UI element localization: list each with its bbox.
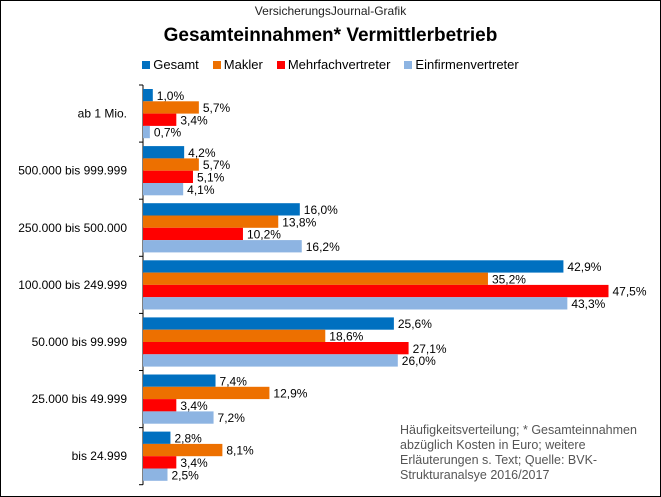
bar — [143, 170, 193, 183]
bar — [143, 158, 199, 171]
data-label: 3,4% — [180, 456, 208, 470]
bar — [143, 317, 394, 330]
legend-label: Gesamt — [153, 57, 199, 72]
bar — [143, 374, 216, 387]
data-label: 3,4% — [180, 399, 208, 413]
data-label: 7,4% — [220, 374, 248, 388]
data-label: 5,1% — [197, 171, 225, 185]
bar — [143, 468, 168, 481]
legend-item: Mehrfachvertreter — [276, 57, 391, 72]
legend-swatch — [404, 60, 413, 69]
bar — [143, 431, 171, 444]
bar — [143, 399, 177, 412]
footnote: Häufigkeitsverteilung; * Gesamteinnahmen… — [400, 423, 637, 482]
data-label: 12,9% — [273, 387, 307, 401]
category-label: 50.000 bis 99.999 — [32, 335, 128, 349]
bar — [143, 240, 302, 253]
data-label: 8,1% — [226, 444, 254, 458]
bar — [143, 125, 150, 139]
data-label: 16,2% — [306, 240, 340, 254]
data-label: 4,2% — [188, 146, 216, 160]
data-label: 1,0% — [157, 89, 185, 103]
bar — [143, 354, 398, 367]
bar — [143, 411, 214, 424]
data-label: 4,1% — [187, 183, 215, 197]
data-label: 5,7% — [203, 101, 231, 115]
bar — [143, 89, 153, 102]
legend: Gesamt Makler Mehrfachvertreter Einfirmenve… — [1, 57, 660, 72]
bar — [143, 297, 568, 310]
data-label: 42,9% — [567, 260, 601, 274]
category-label: ab 1 Mio. — [78, 107, 127, 121]
legend-swatch — [212, 60, 221, 69]
legend-label: Einfirmenvertreter — [415, 57, 519, 72]
bar — [143, 113, 177, 126]
bar — [143, 101, 199, 114]
data-label: 35,2% — [492, 272, 526, 286]
category-label: 25.000 bis 49.999 — [32, 392, 128, 406]
bar — [143, 272, 488, 285]
bar — [143, 146, 185, 159]
data-label: 27,1% — [413, 342, 447, 356]
source-label: VersicherungsJournal-Grafik — [254, 4, 407, 18]
bar — [143, 260, 564, 273]
bar — [143, 203, 300, 216]
data-label: 25,6% — [398, 317, 432, 331]
data-label: 26,0% — [402, 354, 436, 368]
legend-label: Mehrfachvertreter — [287, 57, 391, 72]
bar — [143, 386, 270, 400]
data-label: 2,5% — [172, 468, 200, 482]
data-label: 18,6% — [329, 330, 363, 344]
bar — [143, 342, 409, 355]
data-label: 10,2% — [247, 228, 281, 242]
legend-item: Gesamt — [142, 57, 199, 72]
legend-label: Makler — [223, 57, 263, 72]
data-label: 0,7% — [154, 126, 182, 140]
chart-title: Gesamteinnahmen* Vermittlerbetrieb — [163, 25, 498, 46]
category-label: 250.000 bis 500.000 — [18, 221, 127, 235]
data-label: 7,2% — [218, 411, 246, 425]
data-label: 2,8% — [174, 431, 202, 445]
bar — [143, 284, 609, 298]
bar — [143, 227, 243, 241]
bar — [143, 329, 326, 342]
legend-item: Einfirmenvertreter — [404, 57, 519, 72]
category-label: bis 24.999 — [72, 449, 128, 463]
category-label: 500.000 bis 999.999 — [18, 164, 127, 178]
data-label: 13,8% — [282, 215, 316, 229]
bar — [143, 183, 184, 196]
legend-item: Makler — [212, 57, 263, 72]
legend-swatch — [142, 60, 151, 69]
data-label: 3,4% — [180, 113, 208, 127]
data-label: 16,0% — [304, 203, 338, 217]
data-label: 47,5% — [613, 285, 647, 299]
category-label: 100.000 bis 249.999 — [18, 278, 127, 292]
data-label: 5,7% — [203, 158, 231, 172]
bar — [143, 443, 223, 457]
bar — [143, 215, 279, 228]
data-label: 43,3% — [571, 297, 605, 311]
bar — [143, 456, 177, 469]
legend-swatch — [276, 60, 285, 69]
